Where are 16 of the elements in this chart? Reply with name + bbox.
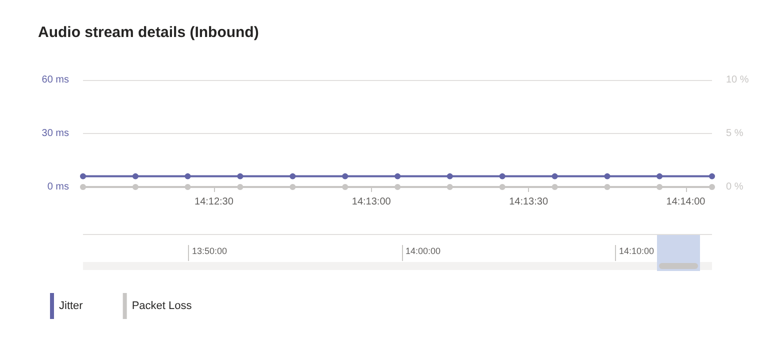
- y2-tick-label: 10 %: [726, 74, 749, 86]
- y-tick-label: 30 ms: [42, 128, 69, 139]
- x-tick-label: 14:12:30: [194, 196, 234, 208]
- text: 14:10:00: [615, 245, 654, 261]
- x-tick-label: 14:13:30: [509, 196, 548, 208]
- y-tick-label: 0 ms: [47, 182, 69, 192]
- y2-tick-label: 5 %: [726, 128, 744, 139]
- legend-label: Jitter: [59, 300, 84, 312]
- x-tick-label: 14:14:00: [666, 196, 706, 208]
- text: 14:00:00: [402, 245, 441, 261]
- x-tick-label: 14:13:00: [352, 196, 392, 208]
- text: 13:50:00: [188, 245, 228, 261]
- y2-tick-label: 0 %: [726, 182, 744, 192]
- y-tick-label: 60 ms: [42, 74, 69, 86]
- chart-title: Audio stream details (Inbound): [38, 24, 259, 41]
- legend-label: Packet Loss: [132, 300, 192, 312]
